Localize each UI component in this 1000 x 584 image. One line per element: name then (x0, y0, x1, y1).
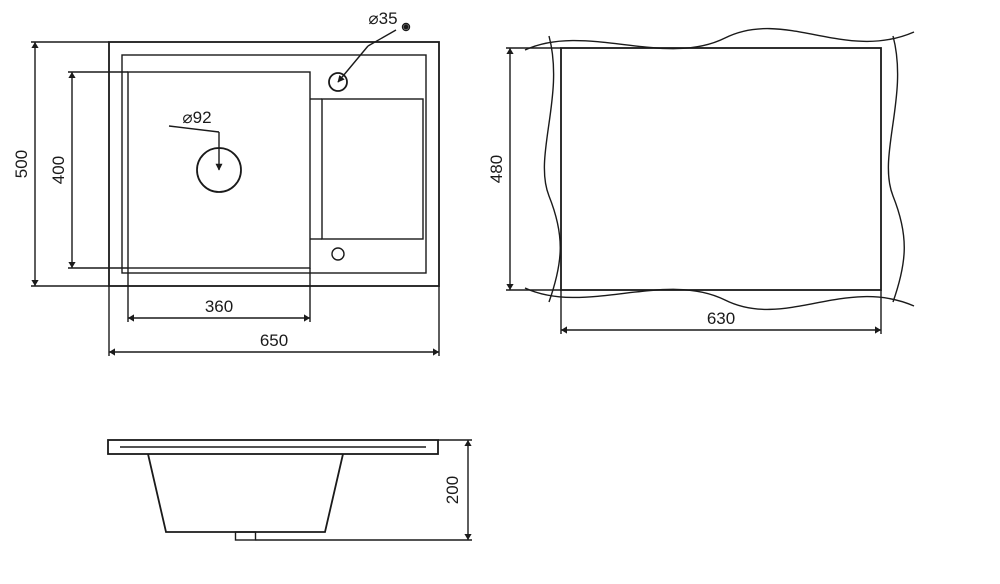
svg-text:200: 200 (443, 476, 462, 504)
svg-text:650: 650 (260, 331, 288, 350)
svg-text:⌀92: ⌀92 (182, 108, 211, 127)
svg-text:360: 360 (205, 297, 233, 316)
svg-text:⌀35: ⌀35 (368, 9, 397, 28)
svg-text:500: 500 (12, 150, 31, 178)
svg-text:480: 480 (487, 155, 506, 183)
sink-technical-drawing: 500 400 650 360 ⌀92 ⌀35 630 480 200 (0, 0, 1000, 579)
svg-text:400: 400 (49, 156, 68, 184)
svg-text:630: 630 (707, 309, 735, 328)
